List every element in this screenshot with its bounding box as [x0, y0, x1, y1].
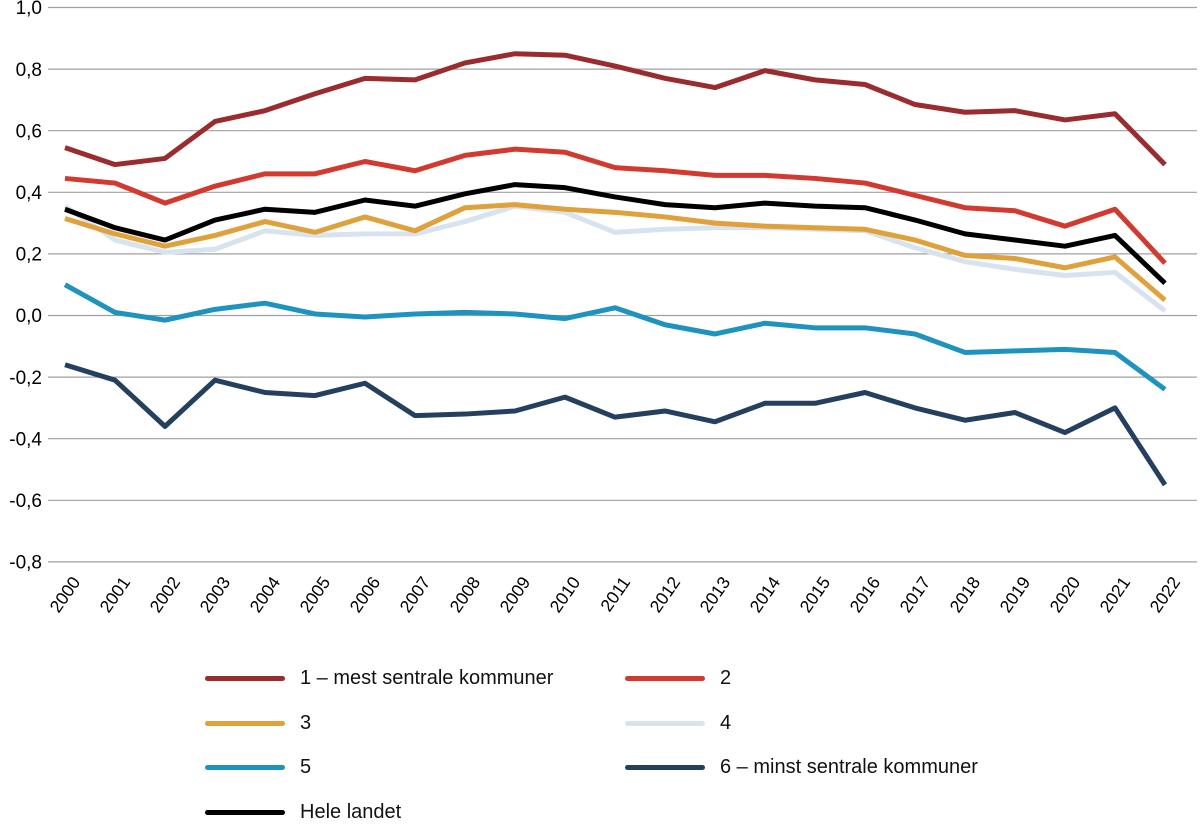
- legend-item: 6 – minst sentrale kommuner: [625, 756, 978, 779]
- x-axis-tick-label: 2018: [946, 573, 985, 616]
- x-axis-tick-label: 2016: [846, 573, 885, 616]
- y-axis-tick-label: -0,4: [9, 429, 42, 450]
- legend-line-swatch: [205, 675, 285, 681]
- line-chart-area: 1,0 0,8 0,6 0,4 0,2 0,0 -0,2 -0,4 -0,6 -0,8 2000 20…: [9, 0, 1197, 617]
- x-axis-tick-label: 2003: [196, 573, 235, 616]
- legend-line-swatch: [625, 675, 705, 681]
- legend-item: 2: [625, 667, 978, 690]
- x-axis-tick-label: 2002: [146, 573, 185, 616]
- x-axis-tick-label: 2021: [1096, 573, 1135, 616]
- y-axis-tick-label: 0,4: [16, 183, 43, 204]
- legend-line-swatch: [205, 809, 285, 815]
- y-axis-tick-label: 0,6: [16, 121, 42, 142]
- y-axis-tick-label: -0,8: [9, 553, 42, 574]
- x-axis-tick-label: 2014: [746, 573, 785, 617]
- legend-line-swatch: [625, 765, 705, 771]
- x-axis-tick-label: 2010: [546, 573, 585, 617]
- x-axis-tick-label: 2007: [396, 573, 435, 616]
- chart-legend: 1 – mest sentrale kommuner 2 3 4 5 6 – minst …: [205, 656, 978, 835]
- y-axis-tick-label: 0,0: [16, 306, 42, 327]
- series-line-6: [64, 362, 1168, 487]
- x-axis-tick-label: 2015: [796, 573, 835, 616]
- legend-label: Hele landet: [300, 800, 402, 823]
- y-axis-tick-label: 1,0: [16, 0, 42, 19]
- legend-label: 6 – minst sentrale kommuner: [720, 756, 978, 779]
- legend-label: 4: [720, 711, 732, 734]
- legend-line-swatch: [205, 720, 285, 726]
- y-axis-tick-label: 0,2: [16, 245, 42, 266]
- x-axis-tick-label: 2001: [96, 573, 135, 616]
- x-axis-tick-label: 2011: [596, 573, 634, 615]
- x-axis-tick-label: 2000: [46, 573, 85, 617]
- y-axis-tick-label: 0,8: [16, 60, 42, 81]
- legend-line-swatch: [625, 720, 705, 726]
- x-axis-tick-label: 2012: [646, 573, 685, 616]
- x-axis-tick-label: 2004: [246, 573, 285, 617]
- legend-item: 4: [625, 712, 978, 735]
- legend-item: Hele landet: [205, 801, 625, 824]
- series-line-1: [64, 51, 1167, 168]
- legend-label: 1 – mest sentrale kommuner: [300, 666, 554, 689]
- legend-label: 3: [300, 711, 312, 734]
- series-line-2: [64, 146, 1167, 265]
- x-axis-tick-label: 2008: [446, 573, 485, 616]
- legend-label: 5: [300, 756, 312, 779]
- series-line-5: [63, 282, 1167, 392]
- x-axis-tick-label: 2017: [896, 573, 935, 616]
- x-axis-tick-label: 2013: [696, 573, 735, 616]
- series-line-3: [64, 202, 1167, 302]
- y-axis-tick-label: -0,6: [9, 491, 42, 512]
- legend-item: 1 – mest sentrale kommuner: [205, 667, 625, 690]
- x-axis-tick-label: 2022: [1146, 573, 1185, 616]
- series-line-4: [63, 203, 1167, 313]
- y-axis-tick-label: -0,2: [9, 368, 42, 389]
- legend-label: 2: [720, 666, 732, 689]
- x-axis-tick-label: 2009: [496, 573, 535, 616]
- x-axis-tick-label: 2019: [996, 573, 1035, 616]
- series-line-7: [64, 182, 1167, 285]
- legend-item: 3: [205, 712, 625, 735]
- legend-line-swatch: [205, 765, 285, 771]
- legend-item: 5: [205, 756, 625, 779]
- x-axis-tick-label: 2006: [346, 573, 385, 616]
- x-axis-tick-label: 2005: [296, 573, 335, 616]
- x-axis-tick-label: 2020: [1046, 573, 1085, 617]
